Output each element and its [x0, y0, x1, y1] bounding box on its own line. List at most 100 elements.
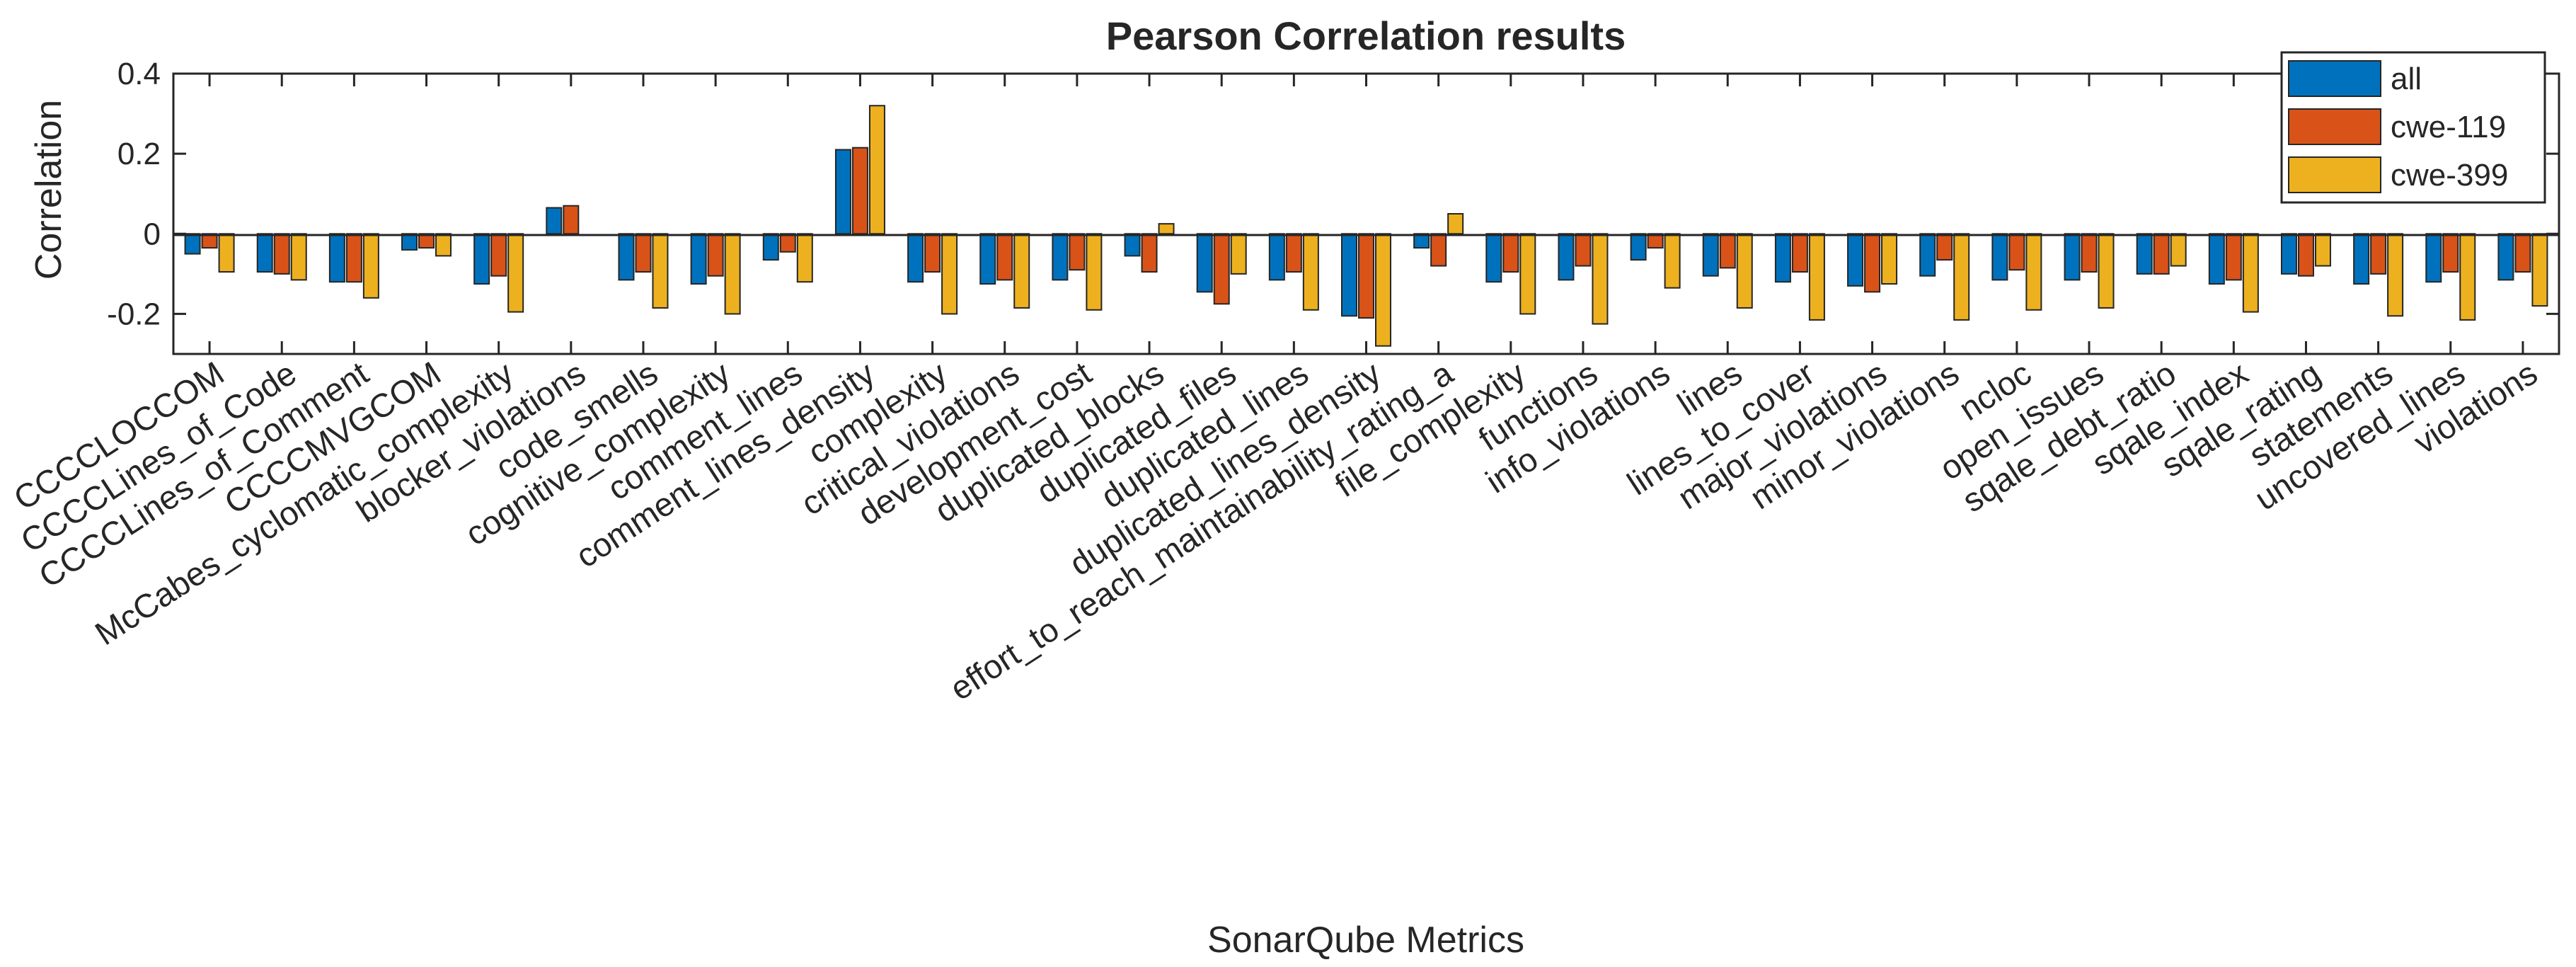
- x-axis-label: SonarQube Metrics: [1207, 920, 1524, 961]
- bar-all-duplicated-lines: [1268, 233, 1285, 281]
- y-tick-label: 0.2: [117, 137, 161, 171]
- bar-cwe-119-functions: [1575, 233, 1592, 267]
- bar-cwe-119-cccclines-of-comment: [345, 233, 362, 283]
- bar-cwe-119-duplicated-blocks: [1141, 233, 1158, 273]
- bar-cwe-399-duplicated-lines: [1302, 233, 1319, 311]
- bar-cwe-119-comment-lines-density: [851, 147, 868, 235]
- bar-cwe-119-sqale-debt-ratio: [2153, 233, 2170, 275]
- bar-all-major-violations: [1847, 233, 1864, 287]
- bar-all-uncovered-lines: [2425, 233, 2442, 283]
- bar-all-lines: [1702, 233, 1719, 277]
- bar-cwe-119-minor-violations: [1936, 233, 1953, 261]
- bar-cwe-399-uncovered-lines: [2459, 233, 2476, 321]
- bar-cwe-119-critical-violations: [996, 233, 1013, 281]
- bar-cwe-119-file-complexity: [1502, 233, 1519, 273]
- bar-cwe-399-duplicated-blocks: [1158, 223, 1175, 235]
- bar-cwe-399-code-smells: [652, 233, 669, 309]
- bar-all-mccabes-cyclomatic-complexity: [473, 233, 490, 285]
- bar-all-lines-to-cover: [1774, 233, 1791, 283]
- bar-all-development-cost: [1052, 233, 1069, 281]
- bar-all-comment-lines-density: [834, 149, 851, 235]
- legend: all cwe-119 cwe-399: [2280, 51, 2546, 204]
- bar-cwe-119-blocker-violations: [563, 205, 580, 235]
- bar-cwe-399-open-issues: [2098, 233, 2115, 309]
- bar-all-critical-violations: [979, 233, 996, 285]
- bar-all-functions: [1558, 233, 1575, 281]
- bar-cwe-399-cccclines-of-code: [290, 233, 307, 281]
- y-axis-ticks: -0.2 0 0.2 0.4: [107, 57, 2559, 331]
- bar-all-comment-lines: [762, 233, 779, 261]
- bar-all-violations: [2497, 233, 2514, 281]
- bar-cwe-399-effort-to-reach-maintainability-rating-a: [1447, 213, 1464, 235]
- y-tick-label: -0.2: [107, 297, 161, 331]
- legend-label-cwe-119: cwe-119: [2391, 110, 2506, 144]
- bar-cwe-119-complexity: [924, 233, 941, 273]
- y-tick-label: 0.4: [117, 57, 161, 91]
- bar-cwe-119-duplicated-files: [1213, 233, 1230, 305]
- bar-all-info-violations: [1630, 233, 1647, 261]
- y-axis-label: Correlation: [28, 100, 69, 280]
- bar-cwe-119-sqale-index: [2225, 233, 2242, 281]
- bar-cwe-399-major-violations: [1881, 233, 1898, 285]
- bar-cwe-119-effort-to-reach-maintainability-rating-a: [1430, 233, 1447, 267]
- bar-cwe-399-lines-to-cover: [1808, 233, 1825, 321]
- bar-cwe-399-mccabes-cyclomatic-complexity: [507, 233, 524, 313]
- bar-cwe-399-ccccmvgcom: [435, 233, 452, 257]
- bar-cwe-399-comment-lines-density: [868, 105, 885, 235]
- bar-all-cccclines-of-code: [256, 233, 273, 273]
- bar-all-sqale-index: [2208, 233, 2225, 285]
- bar-all-blocker-violations: [546, 207, 563, 235]
- bar-cwe-119-uncovered-lines: [2442, 233, 2459, 273]
- x-axis-ticks: CCCCLOCCOMCCCCLines_of_CodeCCCCLines_of_…: [7, 74, 2543, 707]
- bar-all-sqale-debt-ratio: [2136, 233, 2153, 275]
- bar-cwe-119-violations: [2514, 233, 2531, 273]
- bar-cwe-119-development-cost: [1069, 233, 1086, 271]
- bar-cwe-119-lines: [1719, 233, 1736, 269]
- bar-all-duplicated-lines-density: [1341, 233, 1357, 317]
- bar-cwe-399-duplicated-files: [1230, 233, 1247, 275]
- bar-cwe-399-statements: [2387, 233, 2404, 317]
- bar-cwe-119-duplicated-lines-density: [1358, 233, 1374, 319]
- bar-all-complexity: [907, 233, 924, 283]
- bar-all-code-smells: [618, 233, 635, 281]
- bar-cwe-399-file-complexity: [1519, 233, 1536, 315]
- bar-cwe-399-info-violations: [1664, 233, 1681, 289]
- bar-all-duplicated-blocks: [1124, 233, 1141, 257]
- legend-label-all: all: [2391, 62, 2422, 96]
- y-tick-label: 0: [144, 217, 161, 251]
- bar-cwe-119-ccccmvgcom: [418, 233, 435, 249]
- bar-cwe-119-sqale-rating: [2297, 233, 2314, 277]
- legend-swatch-cwe-119: [2288, 108, 2381, 145]
- bar-cwe-119-ncloc: [2008, 233, 2025, 271]
- bar-cwe-119-cccclines-of-code: [273, 233, 290, 275]
- legend-label-cwe-399: cwe-399: [2391, 158, 2508, 193]
- bar-cwe-399-ccccloccom: [218, 233, 235, 273]
- bar-cwe-119-cognitive-complexity: [707, 233, 724, 277]
- bar-cwe-119-ccccloccom: [201, 233, 218, 249]
- bar-cwe-119-lines-to-cover: [1791, 233, 1808, 273]
- bar-cwe-399-comment-lines: [796, 233, 813, 283]
- bar-cwe-399-sqale-index: [2242, 233, 2259, 313]
- bar-cwe-119-code-smells: [635, 233, 652, 273]
- bar-cwe-399-critical-violations: [1013, 233, 1030, 309]
- bar-cwe-399-sqale-rating: [2314, 233, 2331, 267]
- bar-cwe-399-lines: [1736, 233, 1753, 309]
- bar-cwe-119-open-issues: [2081, 233, 2098, 273]
- bar-cwe-399-functions: [1592, 233, 1609, 325]
- legend-swatch-cwe-399: [2288, 156, 2381, 193]
- bar-all-duplicated-files: [1196, 233, 1213, 293]
- chart-title: Pearson Correlation results: [1106, 13, 1626, 58]
- bar-all-sqale-rating: [2280, 233, 2297, 275]
- bar-cwe-399-sqale-debt-ratio: [2170, 233, 2187, 267]
- bar-all-cognitive-complexity: [690, 233, 707, 285]
- bar-cwe-399-duplicated-lines-density: [1375, 233, 1391, 347]
- bar-cwe-399-development-cost: [1086, 233, 1103, 311]
- bar-cwe-119-duplicated-lines: [1285, 233, 1302, 273]
- bar-all-minor-violations: [1919, 233, 1936, 277]
- bar-all-statements: [2353, 233, 2370, 285]
- legend-swatch-all: [2288, 60, 2381, 97]
- bar-cwe-399-cognitive-complexity: [724, 233, 741, 315]
- bar-cwe-119-comment-lines: [779, 233, 796, 253]
